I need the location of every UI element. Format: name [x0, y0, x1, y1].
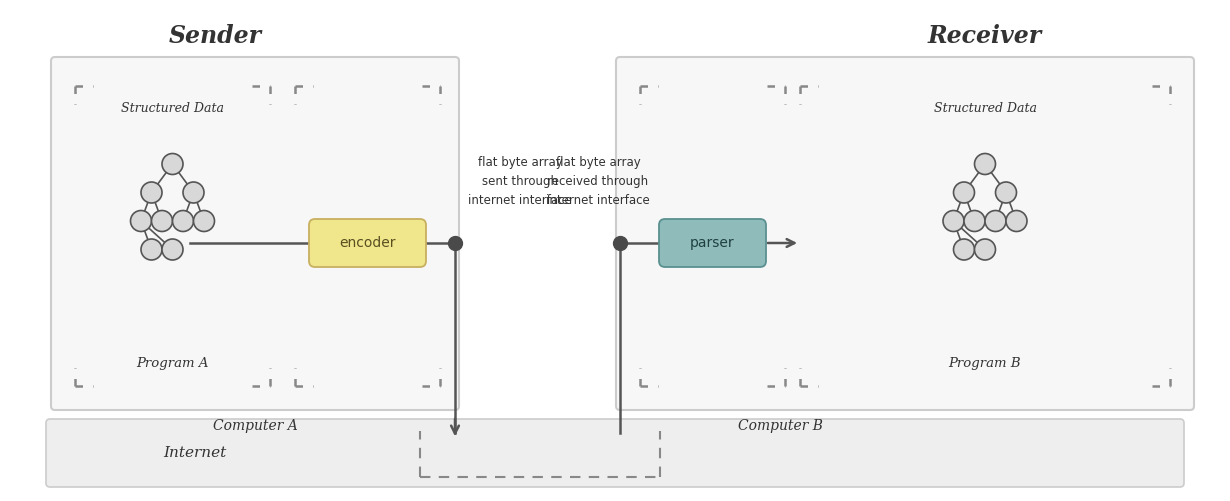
FancyBboxPatch shape	[616, 57, 1194, 410]
Circle shape	[183, 182, 204, 203]
Text: Computer B: Computer B	[738, 419, 823, 433]
Circle shape	[141, 182, 162, 203]
Text: Structured Data: Structured Data	[934, 102, 1037, 115]
Circle shape	[141, 239, 162, 260]
Text: Internet: Internet	[164, 446, 226, 460]
Text: Program A: Program A	[137, 358, 209, 371]
FancyBboxPatch shape	[46, 419, 1184, 487]
Circle shape	[974, 239, 995, 260]
Text: parser: parser	[690, 236, 734, 250]
FancyBboxPatch shape	[309, 219, 426, 267]
Circle shape	[151, 210, 172, 231]
Circle shape	[172, 210, 193, 231]
Circle shape	[985, 210, 1006, 231]
Circle shape	[162, 153, 183, 174]
Circle shape	[130, 210, 151, 231]
Text: flat byte array
received through
internet interface: flat byte array received through interne…	[546, 155, 649, 206]
FancyBboxPatch shape	[659, 219, 766, 267]
Circle shape	[162, 239, 183, 260]
Text: flat byte array
sent through
internet interface: flat byte array sent through internet in…	[469, 155, 572, 206]
Text: Program B: Program B	[948, 358, 1021, 371]
Text: Computer A: Computer A	[213, 419, 298, 433]
Circle shape	[193, 210, 214, 231]
Circle shape	[974, 153, 995, 174]
Text: Sender: Sender	[169, 24, 262, 48]
FancyBboxPatch shape	[50, 57, 459, 410]
Text: Structured Data: Structured Data	[121, 102, 224, 115]
Text: encoder: encoder	[339, 236, 396, 250]
Circle shape	[995, 182, 1016, 203]
Circle shape	[1006, 210, 1027, 231]
Circle shape	[943, 210, 964, 231]
Circle shape	[953, 239, 974, 260]
Circle shape	[953, 182, 974, 203]
Circle shape	[964, 210, 985, 231]
Text: Receiver: Receiver	[927, 24, 1042, 48]
